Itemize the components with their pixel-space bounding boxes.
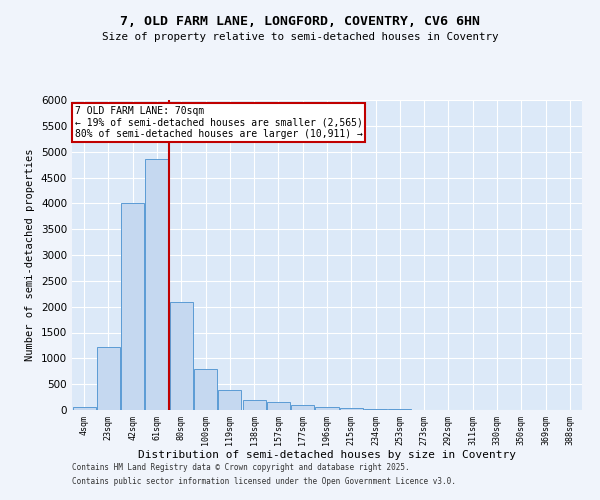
Bar (121, 204, 144, 410)
Y-axis label: Number of semi-detached properties: Number of semi-detached properties (25, 149, 35, 361)
Bar (364, 409, 387, 410)
Bar (291, 405, 314, 410)
Bar (73, 407, 95, 410)
Bar (340, 408, 363, 410)
Bar (242, 400, 266, 410)
Text: Contains HM Land Registry data © Crown copyright and database right 2025.: Contains HM Land Registry data © Crown c… (72, 464, 410, 472)
Bar (218, 390, 241, 410)
Text: Contains public sector information licensed under the Open Government Licence v3: Contains public sector information licen… (72, 477, 456, 486)
Bar (316, 408, 338, 410)
X-axis label: Distribution of semi-detached houses by size in Coventry: Distribution of semi-detached houses by … (138, 450, 516, 460)
Text: Size of property relative to semi-detached houses in Coventry: Size of property relative to semi-detach… (102, 32, 498, 42)
Bar (194, 368, 217, 410)
Text: 7, OLD FARM LANE, LONGFORD, COVENTRY, CV6 6HN: 7, OLD FARM LANE, LONGFORD, COVENTRY, CV… (120, 15, 480, 28)
Bar (97, 347, 120, 410)
Bar (267, 402, 290, 410)
Text: 7 OLD FARM LANE: 70sqm
← 19% of semi-detached houses are smaller (2,565)
80% of : 7 OLD FARM LANE: 70sqm ← 19% of semi-det… (74, 106, 362, 140)
Bar (145, 160, 169, 410)
Bar (170, 302, 193, 410)
